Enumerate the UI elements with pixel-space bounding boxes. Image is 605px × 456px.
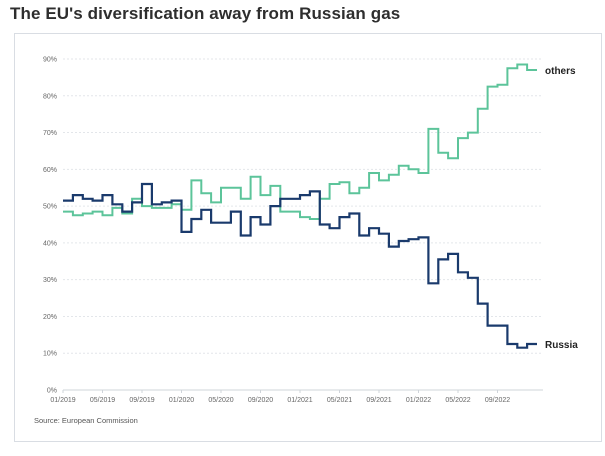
y-tick-label: 40% xyxy=(43,240,57,247)
chart-svg: 0% 10% 20% 30% 40% 50% 60% 70% 80% 90% 01/2019 05/… xyxy=(43,57,578,405)
x-tick-label: 09/2022 xyxy=(485,397,510,404)
chart-card: 0% 10% 20% 30% 40% 50% 60% 70% 80% 90% 01/2019 05/… xyxy=(14,33,602,442)
source-note: Source: European Commission xyxy=(34,416,138,425)
grid-lines xyxy=(63,58,543,391)
x-tick-label: 05/2022 xyxy=(445,397,470,404)
x-tick-label: 09/2019 xyxy=(129,397,154,404)
y-tick-label: 90% xyxy=(43,57,57,64)
y-axis-ticks: 0% 10% 20% 30% 40% 50% 60% 70% 80% 90% xyxy=(43,57,57,395)
y-tick-label: 60% xyxy=(43,167,57,174)
y-tick-label: 20% xyxy=(43,314,57,321)
x-tick-label: 05/2020 xyxy=(208,397,233,404)
y-tick-label: 0% xyxy=(47,388,57,395)
x-tick-label: 05/2019 xyxy=(90,397,115,404)
page-title: The EU's diversification away from Russi… xyxy=(10,4,401,23)
y-tick-label: 80% xyxy=(43,93,57,100)
y-tick-label: 30% xyxy=(43,277,57,284)
x-tick-label: 01/2022 xyxy=(406,397,431,404)
series-label-russia: Russia xyxy=(545,340,578,351)
series-line-russia xyxy=(63,182,537,349)
x-tick-label: 01/2021 xyxy=(287,397,312,404)
x-tick-label: 05/2021 xyxy=(327,397,352,404)
y-tick-label: 10% xyxy=(43,351,57,358)
x-tick-label: 01/2020 xyxy=(169,397,194,404)
x-tick-label: 09/2021 xyxy=(366,397,391,404)
x-axis-ticks: 01/2019 05/2019 09/2019 01/2020 05/2020 09/20… xyxy=(50,390,510,404)
x-tick-label: 09/2020 xyxy=(248,397,273,404)
series-lines xyxy=(63,63,537,349)
x-tick-label: 01/2019 xyxy=(50,397,75,404)
series-labels: others Russia xyxy=(545,66,578,351)
series-label-others: others xyxy=(545,66,576,77)
y-tick-label: 50% xyxy=(43,204,57,211)
y-tick-label: 70% xyxy=(43,130,57,137)
